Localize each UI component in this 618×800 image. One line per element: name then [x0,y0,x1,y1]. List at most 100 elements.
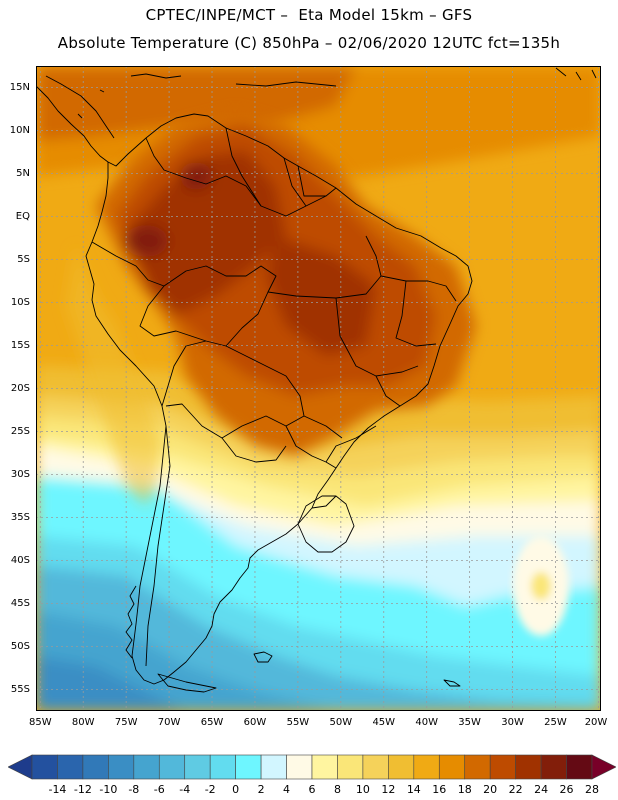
colorbar-tick-label: 14 [406,783,421,796]
lat-label: 5S [17,253,30,265]
temperature-map [36,66,601,711]
border-paraguay-arg [221,437,287,463]
colorbar-tick-label: 22 [508,783,523,796]
colorbar-swatch [82,754,109,780]
colorbar-tick-label: -2 [204,783,216,796]
colorbar-tick-label: -10 [99,783,118,796]
central-america-coast [36,85,109,163]
colorbar-swatch [464,754,491,780]
colorbar-high-arrow [591,754,616,780]
lesser-antilles [555,67,597,81]
colorbar-tick-label: 4 [283,783,291,796]
colorbar-swatch [566,754,593,780]
lat-label: 5N [16,167,30,179]
colorbar-swatch [286,754,313,780]
lat-label: 15N [9,81,30,93]
colorbar [8,754,616,780]
lon-label: 65W [200,717,224,728]
lon-label: 35W [458,717,481,728]
temperature-field [36,66,601,711]
border-bahia [395,280,437,347]
colorbar-swatch [158,754,186,780]
colorbar-tick-label: 12 [381,783,396,796]
colorbar-swatch [260,754,287,780]
lon-label: 85W [28,717,52,728]
lon-label: 45W [372,717,396,728]
colorbar-swatch [337,754,364,780]
lon-label: 70W [157,717,181,728]
colorbar-tick-label: -4 [179,783,191,796]
pacific-islets [77,89,105,119]
caribbean-islands-b [235,81,337,87]
colorbar-swatch [108,754,135,780]
south-america-outline [85,113,473,685]
lon-label: 60W [243,717,267,728]
border-rio-grande [311,495,337,509]
border-amazonas-para [267,235,382,299]
temp-band-26-land-b [266,236,376,356]
central-america-coast-north [45,75,115,139]
colorbar-low-arrow [8,754,33,780]
lat-label: 25S [10,425,30,437]
colorbar-tick-label: 24 [534,783,549,796]
lon-label: 80W [71,717,95,728]
lat-label: 20S [10,382,30,394]
chart-title-line2: Absolute Temperature (C) 850hPa – 02/06/… [57,34,561,52]
border-paraguay [285,425,337,469]
border-maranhao-piaui [380,275,457,302]
colorbar-swatch [133,754,160,780]
caribbean-islands [130,73,182,79]
colorbar-tick-label: 10 [355,783,370,796]
colorbar-tick-label: -14 [48,783,67,796]
uruguay-region [297,495,355,553]
border-ecuador [91,241,165,287]
colorbar-swatch [311,754,338,780]
lon-label: 25W [544,717,567,728]
colorbar-tick-label: 18 [457,783,472,796]
colorbar-swatch [413,754,440,780]
chart-title-line1: CPTEC/INPE/MCT – Eta Model 15km – GFS [145,6,473,24]
colorbar-swatch [388,754,415,780]
lat-label: 10N [9,124,30,136]
lat-label: 30S [10,468,30,480]
colorbar-tick-label: 28 [585,783,599,796]
andes-cooler [66,246,161,506]
border-mato-grosso-sul [303,415,343,439]
colorbar-swatch [362,754,389,780]
lon-label: 30W [501,717,524,728]
coastline [36,67,597,693]
temp-band-28-land [124,225,168,257]
lon-label: 55W [286,717,310,728]
border-suriname [297,165,337,197]
colorbar-swatch [515,754,542,780]
south-georgia [443,679,461,687]
colorbar-tick-label: 26 [559,783,574,796]
warm-pocket-core [531,572,551,600]
lat-label: 50S [10,640,30,652]
colorbar-tick-label: 8 [333,783,341,796]
colorbar-swatch [489,754,516,780]
border-chile-argentina [145,425,171,667]
colorbar-swatch [438,754,466,780]
colorbar-swatch [184,754,211,780]
lon-label: 20W [584,717,608,728]
colorbar-swatch [57,754,84,780]
chilean-fjords [125,585,137,659]
border-venezuela-colombia [145,137,262,207]
temp-band-28-land-b [180,162,212,190]
lat-label: 45S [10,597,30,609]
colorbar-tick-label: -6 [153,783,165,796]
colorbar-tick-label: -8 [128,783,140,796]
colorbar-tick-label: 20 [483,783,498,796]
lat-label: 10S [10,296,30,308]
lon-label: 75W [114,717,138,728]
colorbar-tick-label: 16 [432,783,447,796]
falkland-islands [253,651,273,663]
colorbar-swatch [235,754,262,780]
tierra-del-fuego [157,673,217,693]
lat-label: EQ [15,210,30,222]
colorbar-tick-label: 2 [257,783,265,796]
border-guyana [283,157,307,207]
lat-label: 55S [10,683,30,695]
lat-lon-grid [36,66,601,711]
